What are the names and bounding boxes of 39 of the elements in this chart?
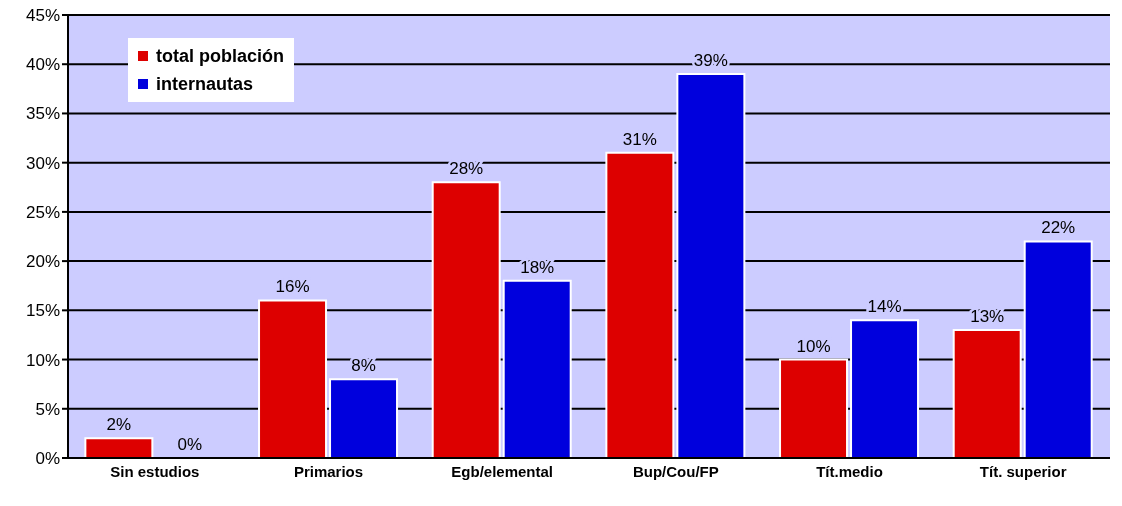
data-label: 22% <box>1041 218 1076 238</box>
data-label: 10% <box>796 336 831 356</box>
x-tick-label: Tít. superior <box>979 462 1067 480</box>
x-tick-label: Sin estudios <box>110 462 200 480</box>
bar <box>258 299 328 458</box>
legend-label: total población <box>156 45 284 68</box>
bar <box>850 319 920 458</box>
x-tick-label: Egb/elemental <box>451 462 554 480</box>
bar <box>605 151 675 458</box>
bar <box>676 73 746 458</box>
data-label: 16% <box>275 277 310 297</box>
legend-label: internautas <box>156 73 254 96</box>
bar <box>952 329 1022 458</box>
data-label: 13% <box>970 307 1005 327</box>
y-tick-label: 25% <box>25 202 60 222</box>
data-label: 18% <box>520 257 555 277</box>
data-label: 28% <box>449 159 484 179</box>
x-tick-label: Primarios <box>293 462 364 480</box>
x-tick-label: Bup/Cou/FP <box>632 462 719 480</box>
bar <box>779 358 849 458</box>
y-tick-label: 40% <box>25 55 60 75</box>
y-tick-label: 0% <box>35 449 60 469</box>
data-label: 8% <box>351 356 376 376</box>
bar <box>431 181 501 458</box>
bar <box>1023 240 1093 458</box>
x-tick-label: Tít.medio <box>816 462 883 480</box>
y-tick-label: 20% <box>25 252 60 272</box>
y-tick-label: 15% <box>25 301 60 321</box>
y-tick-label: 5% <box>35 399 60 419</box>
y-tick-label: 45% <box>25 6 60 26</box>
bar <box>502 279 572 458</box>
y-tick-label: 10% <box>25 350 60 370</box>
y-tick-label: 35% <box>25 104 60 124</box>
bar <box>329 378 399 458</box>
data-label: 31% <box>622 129 657 149</box>
data-label: 0% <box>177 434 203 454</box>
data-label: 2% <box>106 415 132 435</box>
y-tick-label: 30% <box>25 153 60 173</box>
bar <box>84 437 154 458</box>
